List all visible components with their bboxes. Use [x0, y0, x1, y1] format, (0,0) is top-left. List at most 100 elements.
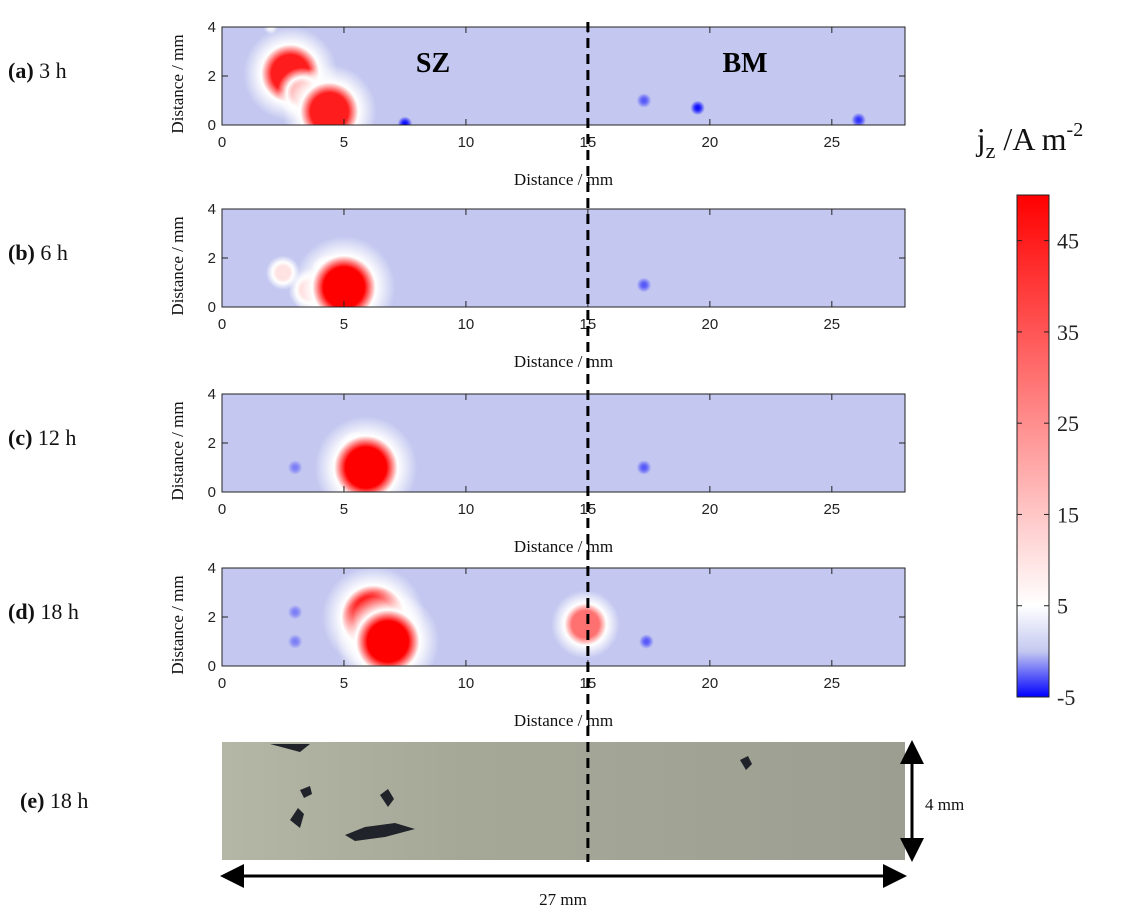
- region-label: BM: [722, 48, 767, 79]
- y-tick-label: 2: [208, 68, 216, 85]
- panel-letter: (c): [8, 425, 32, 450]
- photo-image: [222, 742, 905, 860]
- y-tick-label: 0: [208, 299, 216, 316]
- colorbar-tick-label: 45: [1057, 229, 1079, 254]
- x-axis-label: Distance / mm: [514, 537, 613, 556]
- colorbar-tick-label: 25: [1057, 411, 1079, 436]
- y-tick-label: 2: [208, 435, 216, 452]
- y-tick-label: 0: [208, 484, 216, 501]
- heatmap-spot: [397, 116, 413, 125]
- title-symbol: j: [976, 121, 986, 157]
- heatmap-spot: [292, 236, 396, 307]
- panel-time: 6 h: [40, 240, 68, 265]
- heatmap-spot: [639, 634, 654, 649]
- y-axis-label: Distance / mm: [168, 401, 187, 500]
- width-label: 27 mm: [539, 890, 587, 909]
- heatmap-spot: [636, 277, 652, 293]
- panel-time: 18 h: [50, 788, 89, 813]
- heatmap-spot: [263, 27, 279, 35]
- height-label: 4 mm: [925, 795, 964, 814]
- photo: (e) 18 h 4 mm 27 mm: [20, 740, 964, 909]
- colorbar-scale: [1016, 194, 1050, 698]
- colorbar: -5 5 15 25 35 45 jz /A m-2: [976, 119, 1083, 710]
- x-tick-label: 5: [340, 134, 348, 151]
- panel-label: (a) 3 h: [8, 58, 67, 83]
- y-tick-label: 4: [208, 560, 216, 577]
- x-tick-label: 10: [458, 675, 475, 692]
- y-tick-label: 0: [208, 117, 216, 134]
- panel-letter: (a): [8, 58, 34, 83]
- panel-label: (b) 6 h: [8, 240, 68, 265]
- y-tick-label: 0: [208, 658, 216, 675]
- y-tick-label: 4: [208, 386, 216, 403]
- y-axis-label: Distance / mm: [168, 575, 187, 674]
- spots: [265, 236, 652, 307]
- x-tick-label: 0: [218, 501, 226, 518]
- spots: [287, 568, 654, 666]
- y-axis-label: Distance / mm: [168, 34, 187, 133]
- colorbar-tick-label: -5: [1057, 685, 1075, 710]
- spots: [243, 27, 866, 125]
- y-tick-label: 4: [208, 201, 216, 218]
- x-tick-label: 25: [823, 316, 840, 333]
- panel-time: 3 h: [39, 58, 67, 83]
- title-superscript: -2: [1067, 119, 1084, 141]
- panel-time: 18 h: [40, 599, 79, 624]
- x-tick-label: 5: [340, 675, 348, 692]
- x-tick-label: 15: [580, 316, 597, 333]
- y-axis-label: Distance / mm: [168, 216, 187, 315]
- x-axis-label: Distance / mm: [514, 170, 613, 189]
- heatmap-spot: [636, 93, 652, 108]
- x-tick-label: 0: [218, 134, 226, 151]
- x-tick-label: 25: [823, 501, 840, 518]
- x-tick-label: 10: [458, 316, 475, 333]
- colorbar-tick-label: 15: [1057, 502, 1079, 527]
- photo-panel-label: (e) 18 h: [20, 788, 88, 813]
- x-tick-label: 20: [702, 501, 719, 518]
- x-tick-label: 20: [702, 675, 719, 692]
- heatmap-spot: [287, 460, 303, 475]
- colorbar-title: jz /A m-2: [976, 119, 1083, 163]
- panel-letter: (d): [8, 599, 35, 624]
- x-tick-label: 5: [340, 501, 348, 518]
- heatmap-spot: [636, 460, 652, 475]
- x-axis-label: Distance / mm: [514, 711, 613, 730]
- heatmap-spot: [551, 590, 620, 659]
- y-tick-label: 2: [208, 250, 216, 267]
- x-tick-label: 20: [702, 134, 719, 151]
- x-tick-label: 20: [702, 316, 719, 333]
- heatmap-spot: [851, 112, 866, 125]
- x-tick-label: 0: [218, 316, 226, 333]
- y-tick-label: 4: [208, 19, 216, 36]
- panel-letter: (e): [20, 788, 44, 813]
- spots: [287, 416, 652, 492]
- panel-letter: (b): [8, 240, 35, 265]
- heatmap-panel: 0 5 10 15 20 25 0 2 4 Distance / mm Distance / mm (…: [8, 201, 906, 371]
- x-axis-label: Distance / mm: [514, 352, 613, 371]
- panel-label: (c) 12 h: [8, 425, 76, 450]
- x-tick-label: 10: [458, 134, 475, 151]
- heatmap-spot: [690, 100, 705, 116]
- heatmap-spot: [282, 64, 377, 125]
- title-unit: /A m: [995, 121, 1066, 157]
- heatmap-spot: [314, 416, 418, 492]
- heatmap-spot: [287, 634, 303, 649]
- x-tick-label: 25: [823, 675, 840, 692]
- colorbar-tick-label: 5: [1057, 594, 1068, 619]
- x-tick-label: 10: [458, 501, 475, 518]
- heatmap-spot: [287, 604, 303, 620]
- heatmap-spot: [336, 590, 440, 666]
- x-tick-label: 25: [823, 134, 840, 151]
- region-label: SZ: [416, 48, 450, 79]
- panel-time: 12 h: [38, 425, 77, 450]
- panel-label: (d) 18 h: [8, 599, 79, 624]
- x-tick-label: 5: [340, 316, 348, 333]
- title-subscript: z: [986, 138, 996, 163]
- colorbar-tick-label: 35: [1057, 320, 1079, 345]
- x-tick-label: 0: [218, 675, 226, 692]
- y-tick-label: 2: [208, 609, 216, 626]
